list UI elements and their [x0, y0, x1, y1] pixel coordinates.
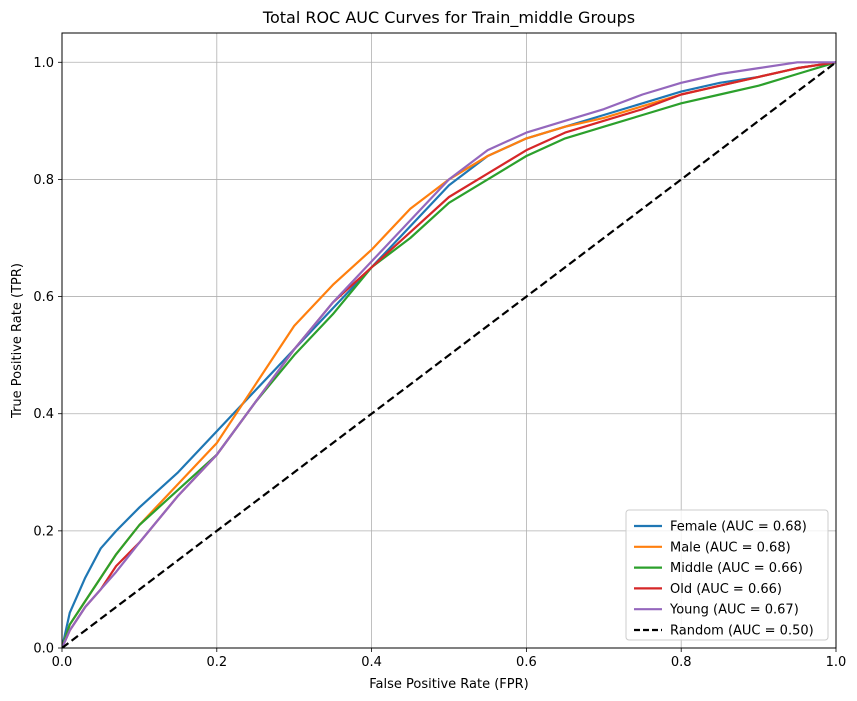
legend-entry-label: Middle (AUC = 0.66) [670, 561, 803, 576]
x-axis-title: False Positive Rate (FPR) [369, 677, 528, 692]
y-tick-label: 0.8 [33, 173, 54, 188]
y-tick-label: 0.0 [33, 642, 54, 657]
x-tick-label: 0.8 [671, 655, 692, 670]
legend-entry-label: Male (AUC = 0.68) [670, 540, 791, 555]
y-tick-label: 0.2 [33, 524, 54, 539]
series-line-random [62, 61, 836, 648]
x-tick-label: 0.2 [206, 655, 227, 670]
y-tick-label: 1.0 [33, 56, 54, 71]
legend-entry-label: Old (AUC = 0.66) [670, 582, 782, 597]
axis-ticks: 0.0 0.2 0.4 0.6 0.8 1.0 0.0 0.2 0.4 0.6 0.8 1.0 [33, 56, 846, 670]
legend-entry-label: Female (AUC = 0.68) [670, 520, 807, 535]
legend-box [625, 509, 829, 641]
y-tick-label: 0.4 [33, 407, 54, 422]
y-tick-label: 0.6 [33, 290, 54, 305]
x-tick-label: 0.6 [516, 655, 537, 670]
series-line-young [62, 61, 836, 648]
chart-title: Total ROC AUC Curves for Train_middle Gr… [262, 8, 635, 28]
plot-frame [61, 32, 837, 649]
legend-entry-label: Random (AUC = 0.50) [670, 624, 814, 639]
legend: Female (AUC = 0.68) Male (AUC = 0.68) Midd… [625, 509, 829, 641]
legend-entry-label: Young (AUC = 0.67) [669, 603, 799, 618]
x-tick-label: 0.0 [52, 655, 73, 670]
x-tick-label: 0.4 [361, 655, 382, 670]
series-lines [62, 61, 836, 648]
x-tick-label: 1.0 [826, 655, 847, 670]
y-axis-title: True Positive Rate (TPR) [10, 263, 25, 419]
